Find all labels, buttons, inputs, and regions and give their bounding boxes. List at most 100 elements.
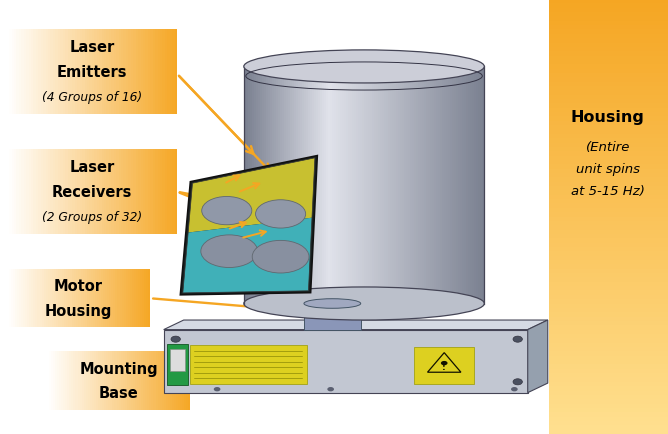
Bar — [404, 67, 406, 304]
Bar — [31, 30, 33, 115]
Bar — [549, 43, 668, 48]
Bar — [126, 30, 128, 115]
Bar — [31, 269, 33, 328]
Bar — [338, 67, 340, 304]
Bar — [549, 35, 668, 39]
Bar — [112, 150, 114, 234]
Bar — [452, 67, 454, 304]
Bar — [83, 269, 85, 328]
Bar — [129, 352, 131, 410]
Bar — [174, 150, 177, 234]
Bar — [45, 150, 48, 234]
Bar — [549, 373, 668, 378]
Bar — [458, 67, 460, 304]
Bar — [342, 67, 344, 304]
Bar — [549, 91, 668, 95]
Bar — [68, 269, 70, 328]
Bar — [174, 30, 177, 115]
Bar — [43, 269, 45, 328]
Bar — [85, 150, 87, 234]
Bar — [75, 150, 77, 234]
Bar — [142, 269, 144, 328]
Bar — [143, 352, 145, 410]
Bar — [166, 352, 168, 410]
Bar — [29, 269, 31, 328]
Bar — [124, 30, 126, 115]
Bar — [9, 269, 11, 328]
Bar — [75, 352, 77, 410]
Bar — [549, 56, 668, 61]
Bar — [549, 395, 668, 399]
Bar — [549, 256, 668, 260]
Bar — [184, 352, 186, 410]
Bar — [150, 30, 153, 115]
Bar — [75, 30, 77, 115]
Bar — [106, 30, 109, 115]
Bar — [70, 269, 72, 328]
Bar — [549, 308, 668, 312]
Circle shape — [513, 336, 522, 342]
Bar — [164, 352, 166, 410]
Bar — [170, 349, 185, 371]
Bar — [84, 352, 86, 410]
Bar — [153, 150, 155, 234]
Bar — [549, 295, 668, 299]
Bar — [549, 213, 668, 217]
Bar — [549, 247, 668, 252]
Bar — [448, 67, 450, 304]
Bar — [167, 30, 170, 115]
Bar — [549, 326, 668, 330]
Bar — [82, 150, 85, 234]
Circle shape — [214, 387, 220, 391]
Bar — [91, 269, 93, 328]
Bar — [24, 150, 26, 234]
Bar — [380, 67, 382, 304]
Bar — [82, 30, 85, 115]
Bar — [81, 269, 83, 328]
Bar — [94, 352, 96, 410]
Bar — [79, 30, 82, 115]
Bar — [140, 269, 142, 328]
Ellipse shape — [253, 241, 309, 273]
Bar — [134, 269, 136, 328]
Bar — [549, 17, 668, 22]
Bar — [7, 269, 9, 328]
Bar — [274, 67, 276, 304]
Polygon shape — [164, 330, 528, 393]
Bar — [123, 352, 125, 410]
Ellipse shape — [304, 299, 361, 309]
Bar — [264, 67, 266, 304]
Bar — [92, 352, 94, 410]
Bar — [25, 269, 27, 328]
Bar — [51, 352, 53, 410]
Bar — [549, 330, 668, 334]
Bar — [71, 352, 73, 410]
Bar — [180, 352, 182, 410]
Bar — [33, 150, 36, 234]
Bar — [549, 148, 668, 152]
Bar — [549, 178, 668, 182]
Bar — [116, 352, 119, 410]
Bar — [153, 30, 155, 115]
Bar — [549, 65, 668, 69]
Text: Housing: Housing — [571, 110, 645, 125]
Bar — [430, 67, 432, 304]
Bar — [101, 269, 103, 328]
Bar — [135, 352, 137, 410]
Bar — [549, 321, 668, 326]
Bar — [150, 150, 153, 234]
Bar — [93, 269, 95, 328]
Circle shape — [511, 387, 518, 391]
Bar — [549, 165, 668, 169]
Bar — [146, 269, 148, 328]
Bar — [27, 269, 29, 328]
Bar — [366, 67, 368, 304]
Bar — [378, 67, 380, 304]
Bar — [250, 67, 252, 304]
Bar — [148, 269, 150, 328]
Bar — [36, 30, 38, 115]
Bar — [384, 67, 386, 304]
Bar — [21, 269, 23, 328]
Bar — [549, 200, 668, 204]
Bar — [168, 352, 170, 410]
